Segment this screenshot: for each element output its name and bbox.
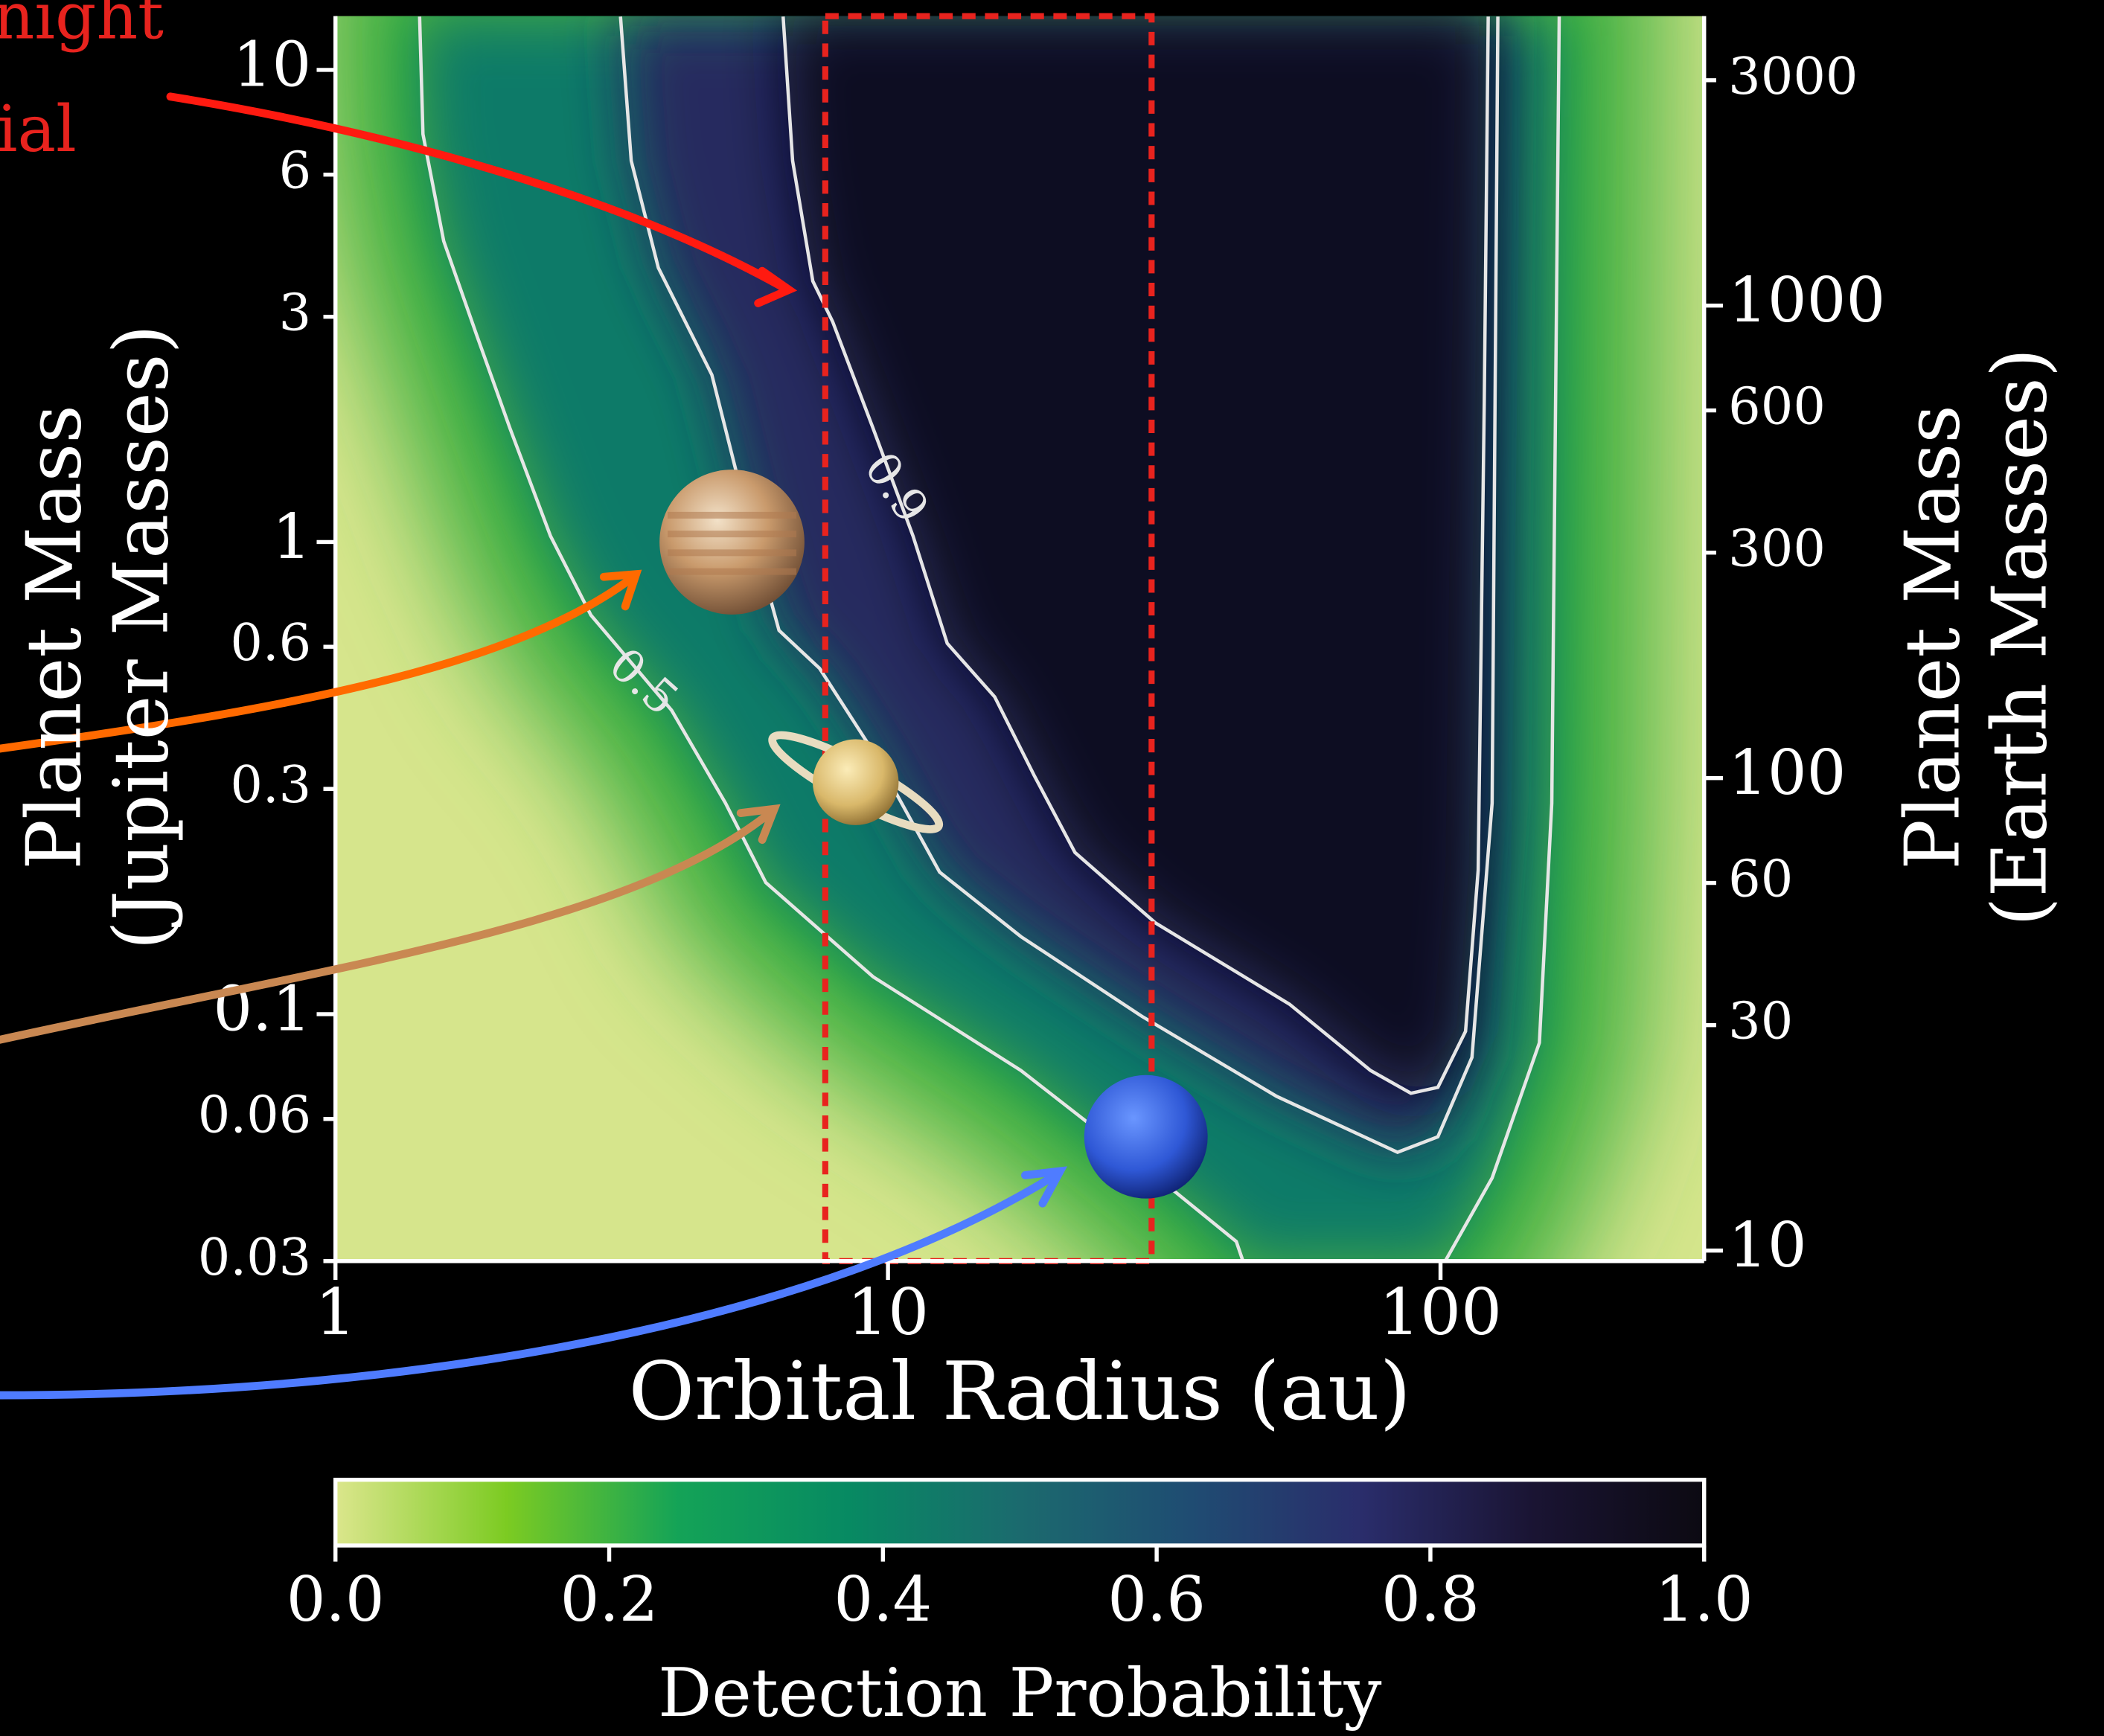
arrows xyxy=(0,92,1068,1400)
y-tick-label: 10 xyxy=(233,28,312,100)
arrow-head xyxy=(736,804,781,845)
arrow-head xyxy=(754,266,798,307)
y2-tick-label: 1000 xyxy=(1728,264,1885,336)
arrow xyxy=(0,1170,1062,1400)
y2-tick-label: 10 xyxy=(1728,1209,1807,1281)
y2-axis-title: Planet Mass xyxy=(1888,405,1976,870)
y2-axis-title: (Earth Masses) xyxy=(1976,348,2064,926)
colorbar-tick-label: 0.8 xyxy=(1381,1563,1480,1636)
arrow-head xyxy=(599,569,642,611)
planets xyxy=(659,470,1208,1199)
y-tick-label: 0.3 xyxy=(230,755,311,815)
y2-tick-label: 100 xyxy=(1728,737,1846,809)
y-tick-label: 6 xyxy=(279,141,312,201)
y2-tick-label: 3000 xyxy=(1728,47,1858,106)
y2-tick-label: 600 xyxy=(1728,377,1826,437)
colorbar-tick-label: 1.0 xyxy=(1655,1563,1753,1636)
x-axis-title: Orbital Radius (au) xyxy=(629,1345,1411,1438)
y2-tick-label: 60 xyxy=(1728,850,1793,909)
arrow-head xyxy=(1021,1166,1068,1208)
colorbar-title: Detection Probability xyxy=(658,1654,1381,1732)
heatmap-region xyxy=(783,16,1489,1094)
y-tick-label: 0.06 xyxy=(198,1086,312,1145)
y-tick-label: 0.6 xyxy=(230,613,311,673)
y-tick-label: 3 xyxy=(279,284,312,343)
colorbar xyxy=(333,1477,1707,1548)
colorbar-tick-label: 0.6 xyxy=(1107,1563,1206,1636)
arrow xyxy=(0,572,638,753)
colorbar-tick-label: 0.2 xyxy=(560,1563,659,1636)
colorbar-tick-label: 0.4 xyxy=(834,1563,932,1636)
colorbar-tick-label: 0.0 xyxy=(287,1563,385,1636)
y-tick-label: 1 xyxy=(272,501,312,573)
heatmap xyxy=(335,16,1704,1261)
contour-line xyxy=(618,16,1500,1154)
arrow xyxy=(166,92,790,293)
planet xyxy=(813,739,899,825)
annotation: night xyxy=(0,0,164,54)
x-tick-label: 1 xyxy=(315,1275,356,1350)
annotation: ial xyxy=(0,92,77,167)
axes: 1 10 1000.030.060.10.30.613610103060100300… xyxy=(198,13,1885,1636)
contour-line xyxy=(781,16,1490,1095)
x-tick-label: 100 xyxy=(1379,1275,1502,1350)
planet xyxy=(659,470,805,615)
y2-tick-label: 30 xyxy=(1728,992,1793,1051)
planet xyxy=(1084,1074,1208,1199)
y-tick-label: 0.03 xyxy=(198,1228,312,1287)
y-axis-title: (Jupiter Masses) xyxy=(97,324,185,950)
y-axis-title: Planet Mass xyxy=(10,405,97,870)
x-tick-label: 10 xyxy=(847,1275,929,1350)
arrow xyxy=(0,807,776,1044)
y2-tick-label: 300 xyxy=(1728,519,1826,579)
